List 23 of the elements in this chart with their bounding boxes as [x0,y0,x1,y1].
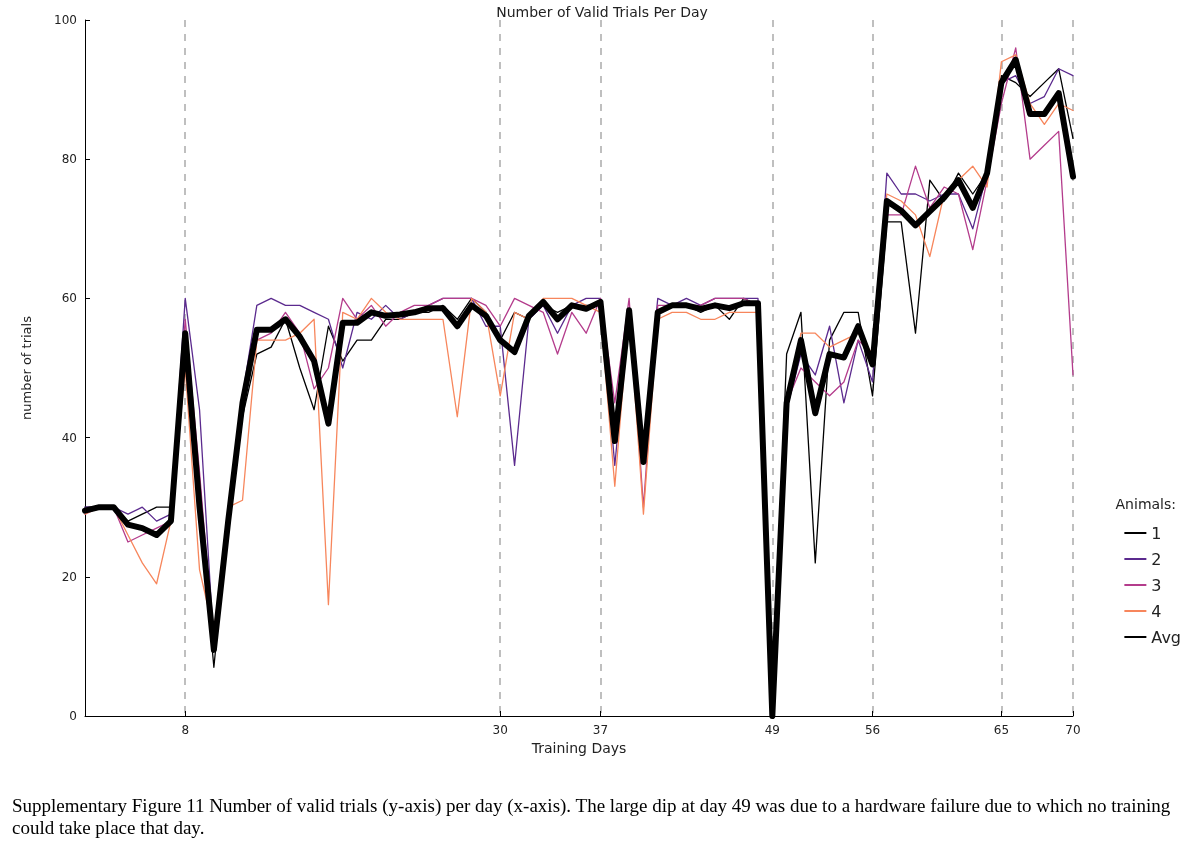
x-tick-label: 49 [764,723,780,737]
y-tick-label: 0 [69,709,77,723]
legend-title: Animals: [1115,496,1177,512]
x-axis-title: Training Days [530,739,627,756]
y-tick-label: 20 [61,569,77,584]
y-tick-label: 60 [61,291,77,306]
legend-label: 1 [1151,523,1162,543]
text: Supplementary Figure 11 Number of valid trials (y-axis) per day (x-axis). The large dip at day 49 was due to a hardware failure due to which no training could take place that day. [12,795,1172,839]
chart-title: Number of Valid Trials Per Day [496,4,708,20]
y-tick-label: 40 [61,430,77,445]
legend-label: 2 [1151,549,1162,569]
x-tick-label: 8 [181,723,190,737]
legend-label: 3 [1151,575,1162,595]
x-tick-label: 70 [1065,723,1081,737]
y-tick-label: 80 [61,152,77,167]
x-tick-label: 56 [864,723,881,737]
x-tick-label: 30 [492,723,508,737]
y-axis-title: number of trials [19,315,34,420]
x-tick-label: 65 [993,723,1010,737]
x-tick-label: 37 [592,723,609,737]
legend-label: Avg [1151,627,1182,647]
y-tick-label: 100 [54,13,77,27]
legend-label: 4 [1151,601,1162,621]
